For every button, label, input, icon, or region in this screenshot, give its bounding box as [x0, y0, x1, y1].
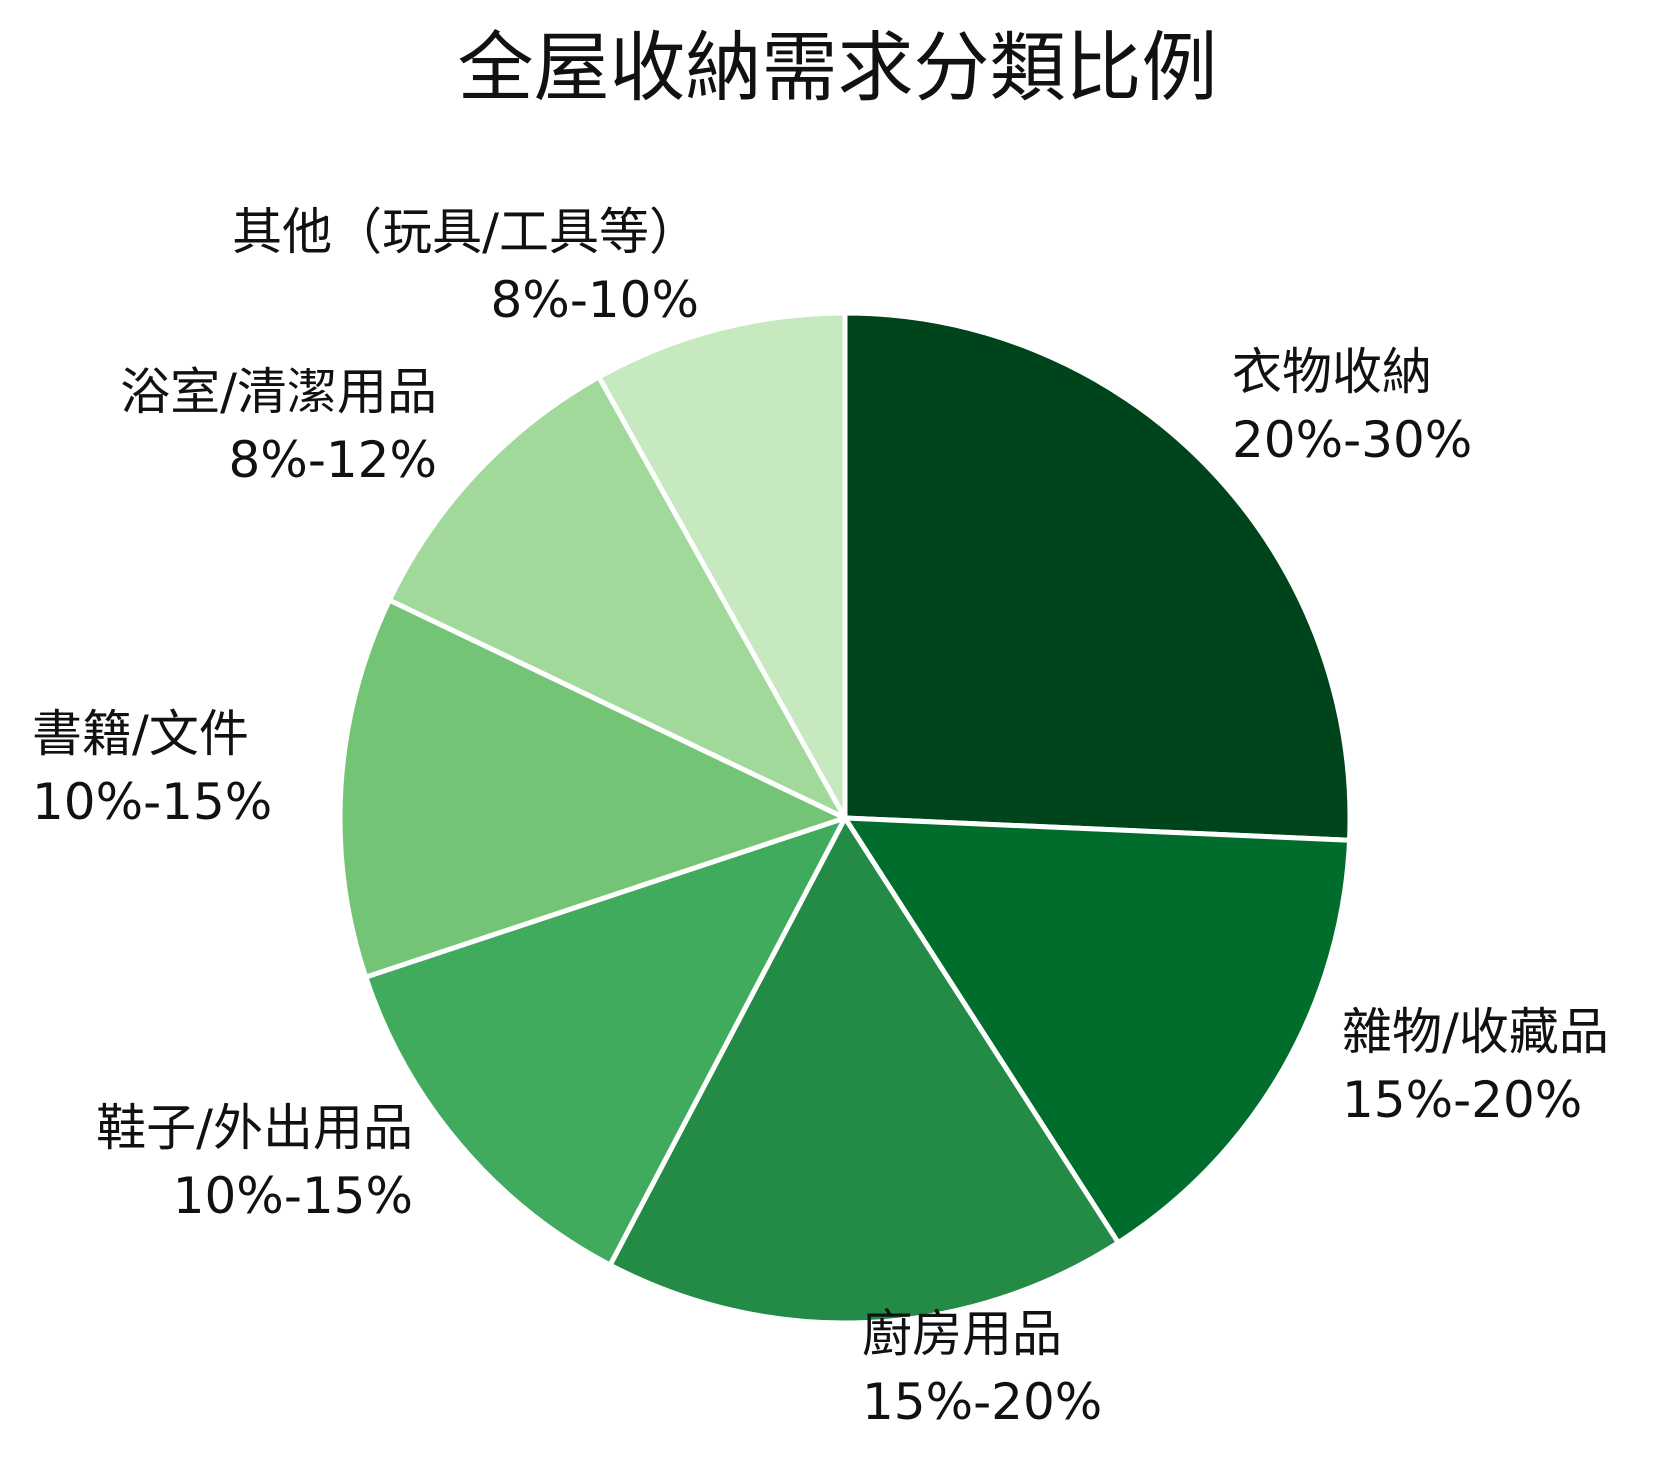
label-misc-name: 雜物/收藏品 — [1342, 1003, 1609, 1061]
label-other-name: 其他（玩具/工具等） — [232, 203, 699, 261]
label-shoes-range: 10%-15% — [172, 1167, 413, 1225]
label-other: 其他（玩具/工具等） 8%-10% — [232, 198, 699, 334]
label-clothing: 衣物收納 20%-30% — [1232, 338, 1472, 474]
label-clothing-name: 衣物收納 — [1232, 343, 1432, 401]
label-clothing-range: 20%-30% — [1232, 411, 1473, 469]
label-books-range: 10%-15% — [32, 773, 273, 831]
pie-slice-5 — [386, 374, 848, 821]
label-kitchen-range: 15%-20% — [862, 1373, 1103, 1431]
label-books-name: 書籍/文件 — [32, 705, 249, 763]
label-misc-range: 15%-20% — [1342, 1071, 1583, 1129]
label-shoes: 鞋子/外出用品 10%-15% — [96, 1094, 413, 1230]
label-misc-collectibles: 雜物/收藏品 15%-20% — [1342, 998, 1609, 1134]
label-other-range: 8%-10% — [490, 271, 700, 329]
label-bathroom-name: 浴室/清潔用品 — [120, 363, 437, 421]
pie-slice-2 — [607, 815, 1121, 1326]
label-bathroom: 浴室/清潔用品 8%-12% — [120, 358, 437, 494]
label-shoes-name: 鞋子/外出用品 — [96, 1099, 413, 1157]
chart-title: 全屋收納需求分類比例 — [457, 23, 1218, 112]
pie-slice-0 — [842, 310, 1353, 843]
pie-slice-6 — [596, 310, 848, 821]
label-books: 書籍/文件 10%-15% — [32, 700, 272, 836]
pie-slice-1 — [842, 815, 1353, 1246]
label-kitchen: 廚房用品 15%-20% — [862, 1300, 1102, 1436]
pie-slice-4 — [337, 597, 848, 980]
label-bathroom-range: 8%-12% — [228, 431, 438, 489]
label-kitchen-name: 廚房用品 — [862, 1305, 1062, 1363]
pie-slice-3 — [363, 815, 848, 1268]
